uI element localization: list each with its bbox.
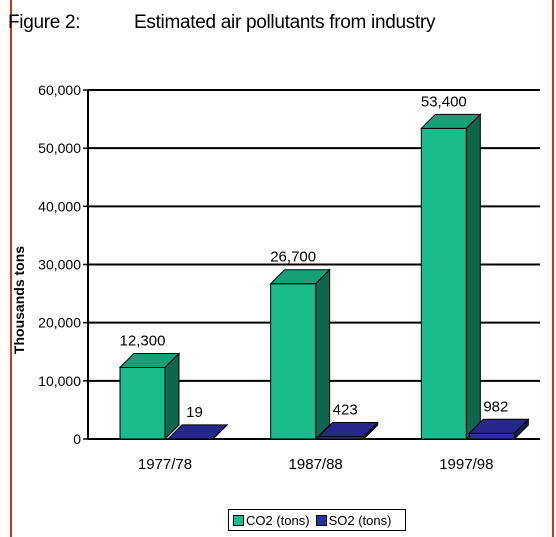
- bar-top-0: [269, 269, 331, 285]
- legend-swatch-so2: [315, 514, 327, 526]
- x-tick-layer: 1977/78 1987/88 1997/98: [138, 456, 494, 473]
- bar-side-0: [465, 113, 481, 441]
- y-axis-label: Thousands tons: [11, 246, 27, 354]
- bar-layer: [118, 113, 530, 441]
- legend-item-so2: SO2 (tons): [315, 512, 392, 528]
- legend-swatch-co2: [233, 514, 244, 526]
- legend-label-so2: SO2 (tons): [328, 512, 392, 528]
- data-label: 423: [333, 402, 358, 419]
- legend-label-co2: CO2 (tons): [246, 512, 310, 528]
- bar-front-0: [119, 366, 166, 440]
- bar-front-0: [270, 283, 317, 440]
- legend: CO2 (tons) SO2 (tons): [228, 509, 406, 531]
- legend-item-co2: CO2 (tons): [233, 513, 310, 528]
- bar-top-1: [317, 422, 379, 438]
- x-tick-label: 1997/98: [439, 456, 493, 473]
- left-border: [10, 0, 12, 537]
- data-label: 19: [186, 404, 203, 421]
- data-label: 53,400: [421, 93, 467, 110]
- bar-top-1: [468, 418, 530, 434]
- chart-title: Estimated air pollutants from industry: [134, 12, 436, 33]
- bar-top-0: [420, 113, 482, 129]
- bar-front-0: [420, 127, 467, 440]
- right-border: [552, 0, 554, 537]
- bar-side-0: [315, 268, 331, 441]
- y-tick-label: 30,000: [38, 257, 81, 273]
- y-tick-label: 0: [73, 431, 81, 447]
- bar-front-1: [468, 432, 515, 440]
- y-tick-label: 20,000: [38, 315, 81, 331]
- x-tick-label: 1977/78: [138, 456, 192, 473]
- data-label-layer: 12,300 19 26,700 423 53,400 982: [120, 93, 509, 420]
- y-tick-label: 40,000: [38, 198, 81, 214]
- bar-top-0: [118, 352, 181, 368]
- figure-label: Figure 2:: [8, 12, 81, 33]
- bar-top-1: [166, 424, 229, 440]
- data-label: 982: [483, 398, 508, 415]
- bar-side-0: [164, 352, 180, 441]
- data-label: 26,700: [270, 249, 316, 266]
- y-tick-label: 60,000: [38, 82, 81, 98]
- data-label: 12,300: [120, 332, 166, 349]
- y-tick-layer: 0 10,000 20,000 30,000 40,000 50,000 60,000: [38, 82, 88, 447]
- y-tick-label: 10,000: [38, 373, 81, 389]
- x-tick-label: 1987/88: [289, 456, 343, 473]
- y-tick-label: 50,000: [38, 140, 81, 156]
